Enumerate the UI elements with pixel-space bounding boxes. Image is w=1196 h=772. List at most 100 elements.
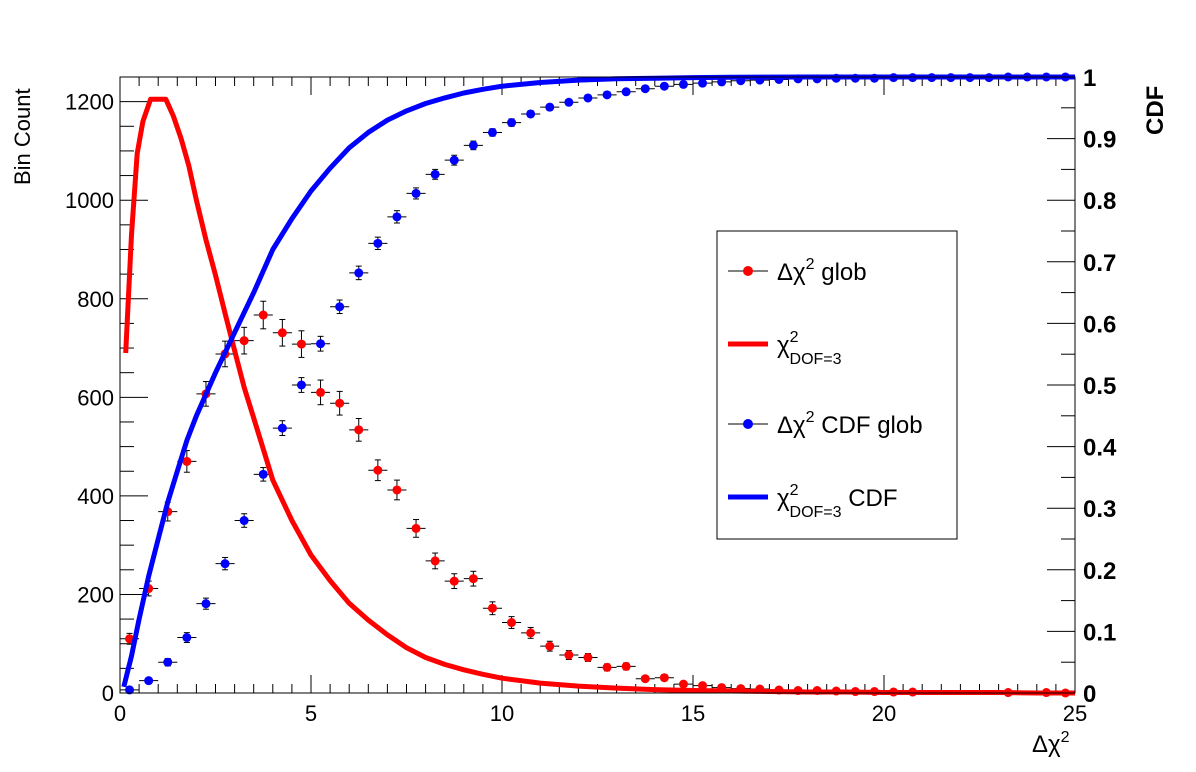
- data-point: [354, 268, 364, 278]
- data-point: [487, 603, 497, 613]
- plot-frame: [119, 76, 1076, 694]
- data-point: [564, 650, 574, 660]
- x-tick-label: 25: [1063, 701, 1087, 726]
- data-point: [545, 641, 555, 651]
- y-tick-label: 400: [77, 484, 114, 509]
- data-point: [392, 212, 402, 222]
- data-point: [468, 140, 478, 150]
- legend-label-symbol: Δχ: [777, 259, 806, 286]
- legend-label-symbol: χ: [777, 332, 790, 359]
- data-point: [258, 469, 268, 479]
- legend-label-sub: DOF=3: [790, 351, 842, 368]
- y-tick-label: 800: [77, 287, 114, 312]
- data-point: [335, 398, 345, 408]
- y-tick-label: 1000: [65, 188, 114, 213]
- data-point: [698, 78, 708, 88]
- y2-tick-label: 0: [1083, 681, 1096, 708]
- data-point: [449, 155, 459, 165]
- data-point: [411, 523, 421, 533]
- data-point: [621, 87, 631, 97]
- data-point: [430, 556, 440, 566]
- data-point: [335, 302, 345, 312]
- legend-label: Δχ2 glob: [777, 256, 867, 286]
- data-point: [239, 516, 249, 526]
- data-point: [125, 685, 135, 695]
- y-tick-label: 200: [77, 582, 114, 607]
- y2-tick-label: 0.8: [1083, 188, 1116, 215]
- y2-tick-label: 0.4: [1083, 435, 1117, 462]
- legend-label-symbol: Δχ: [777, 412, 806, 439]
- data-point: [507, 118, 517, 128]
- data-point: [239, 336, 249, 346]
- data-point: [277, 328, 287, 338]
- y2-tick-label: 0.2: [1083, 558, 1116, 585]
- data-point: [125, 634, 135, 644]
- legend-label-suffix: CDF glob: [815, 412, 923, 439]
- series-line-pdf: [123, 96, 1075, 696]
- y-tick-label: 1200: [65, 90, 114, 115]
- y2-tick-label: 0.9: [1083, 127, 1116, 154]
- data-point: [678, 79, 688, 89]
- y2-tick-label: 0.7: [1083, 250, 1116, 277]
- y-axis-title: Bin Count: [10, 88, 35, 185]
- legend-label-symbol: χ: [777, 485, 790, 512]
- axis-labels: 0 5 10 15 20 2502004006008001000120000.10.20.…: [65, 65, 1117, 726]
- y2-tick-label: 0.5: [1083, 373, 1116, 400]
- x-axis-title-text: Δχ: [1032, 731, 1061, 758]
- data-point: [316, 387, 326, 397]
- data-point: [182, 456, 192, 466]
- data-point: [373, 465, 383, 475]
- x-tick-label: 20: [872, 701, 896, 726]
- data-point: [182, 633, 192, 643]
- data-point: [296, 380, 306, 390]
- x-tick-label: 5: [305, 701, 317, 726]
- legend-label-sup: 2: [790, 329, 799, 346]
- legend-label: χ2 DOF=3: [777, 329, 842, 368]
- data-point: [602, 90, 612, 100]
- legend-label: χ2 DOF=3 CDF: [777, 482, 898, 521]
- series-layer: [120, 72, 1075, 698]
- data-point: [373, 238, 383, 248]
- x-axis-title-sup: 2: [1061, 729, 1070, 746]
- data-point: [316, 339, 326, 349]
- y2-tick-label: 0.1: [1083, 619, 1116, 646]
- legend-box: [716, 230, 958, 540]
- data-point: [449, 576, 459, 586]
- data-point: [277, 423, 287, 433]
- data-point: [144, 676, 154, 686]
- data-point: [487, 127, 497, 137]
- series-line-cdf: [121, 74, 1075, 688]
- data-point: [258, 310, 268, 320]
- y-tick-label: 600: [77, 385, 114, 410]
- data-point: [564, 97, 574, 107]
- legend-label-sup: 2: [806, 256, 815, 273]
- data-point: [526, 628, 536, 638]
- data-point: [163, 657, 173, 667]
- x-axis-title: Δχ2: [1032, 729, 1070, 758]
- legend-label-sub: DOF=3: [790, 504, 842, 521]
- data-point: [698, 681, 708, 691]
- legend-label: Δχ2 CDF glob: [777, 409, 923, 439]
- data-point: [583, 653, 593, 663]
- legend-label-suffix: glob: [815, 259, 867, 286]
- x-tick-label: 15: [681, 701, 705, 726]
- data-point: [354, 425, 364, 435]
- y2-tick-label: 0.6: [1083, 311, 1116, 338]
- y-tick-label: 0: [102, 681, 114, 706]
- data-point: [507, 618, 517, 628]
- data-point: [468, 574, 478, 584]
- data-point: [201, 599, 211, 609]
- data-point: [659, 81, 669, 91]
- legend-label-sup: 2: [790, 482, 799, 499]
- data-point: [392, 485, 402, 495]
- y2-axis-title: CDF: [1142, 86, 1169, 135]
- data-point: [640, 84, 650, 94]
- y2-tick-label: 0.3: [1083, 496, 1116, 523]
- legend-label-suffix: CDF: [842, 485, 898, 512]
- data-point: [526, 109, 536, 119]
- data-point: [220, 559, 230, 569]
- legend-marker-point: [743, 419, 753, 429]
